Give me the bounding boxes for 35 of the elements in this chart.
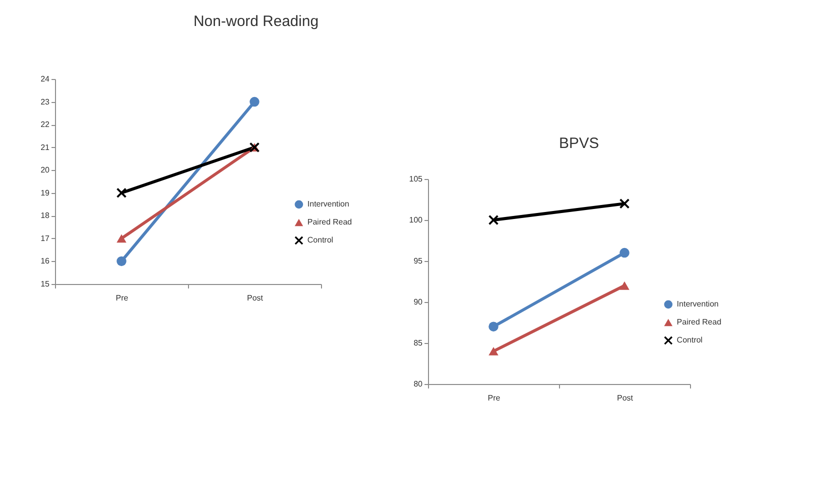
point xyxy=(116,188,126,198)
y-tick-label: 18 xyxy=(40,211,50,220)
y-tick-label: 90 xyxy=(414,298,424,306)
y-tick-label: 21 xyxy=(40,142,50,152)
y-tick-label: 80 xyxy=(414,380,424,388)
y-tick-label: 17 xyxy=(40,234,50,243)
y-tick-label: 100 xyxy=(409,216,424,224)
x-tick-label: Post xyxy=(246,294,264,302)
legend-label: Paired Read xyxy=(676,317,722,326)
y-tick-label: 105 xyxy=(409,174,424,184)
y-tick-label: 22 xyxy=(40,120,50,130)
x-tick-label: Pre xyxy=(488,394,501,402)
y-tick-label: 95 xyxy=(414,256,424,266)
y-tick-label: 85 xyxy=(414,338,424,348)
point xyxy=(488,215,498,225)
legend-label: Control xyxy=(307,235,334,244)
point xyxy=(620,198,630,208)
x-tick-label: Post xyxy=(616,394,634,402)
x-tick-label: Pre xyxy=(116,294,129,302)
y-tick-label: 24 xyxy=(40,74,50,84)
point xyxy=(250,96,260,107)
legend-label: Intervention xyxy=(676,299,719,308)
point xyxy=(116,256,126,266)
y-tick-label: 15 xyxy=(40,280,50,288)
y-tick-label: 23 xyxy=(40,97,50,106)
y-tick-label: 20 xyxy=(40,166,50,175)
legend-label: Control xyxy=(676,335,703,344)
chart-title: Non-word Reading xyxy=(193,13,319,30)
legend-label: Intervention xyxy=(307,199,350,208)
y-tick-label: 19 xyxy=(40,188,50,198)
point xyxy=(620,248,630,258)
point xyxy=(488,322,498,332)
legend-label: Paired Read xyxy=(307,217,352,226)
y-tick-label: 16 xyxy=(40,256,50,266)
chart-title: BPVS xyxy=(558,135,600,152)
